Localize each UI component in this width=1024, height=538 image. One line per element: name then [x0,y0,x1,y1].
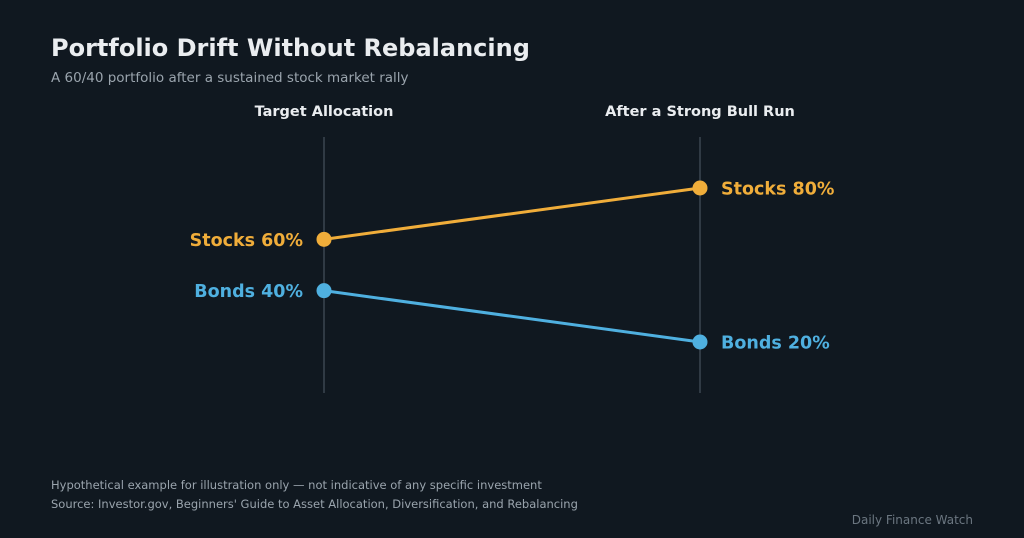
bonds-label-after-a-strong-bull-run: Bonds 20% [721,334,830,354]
bonds-point-after-a-strong-bull-run [692,334,708,350]
bonds-slope-line [322,289,702,344]
bonds-point-target-allocation [316,283,332,299]
source-note: Source: Investor.gov, Beginners' Guide t… [51,497,578,511]
stocks-slope-line [322,186,702,241]
bonds-label-target-allocation: Bonds 40% [194,282,303,302]
disclaimer-note: Hypothetical example for illustration on… [51,478,542,492]
chart-subtitle: A 60/40 portfolio after a sustained stoc… [51,70,409,86]
stocks-point-target-allocation [316,231,332,247]
stocks-point-after-a-strong-bull-run [692,180,708,196]
column-header-after-a-strong-bull-run: After a Strong Bull Run [605,104,795,120]
column-header-target-allocation: Target Allocation [255,104,394,120]
stocks-label-target-allocation: Stocks 60% [190,231,303,251]
brand-watermark: Daily Finance Watch [851,513,973,527]
chart-title: Portfolio Drift Without Rebalancing [51,34,530,62]
stocks-label-after-a-strong-bull-run: Stocks 80% [721,180,834,200]
